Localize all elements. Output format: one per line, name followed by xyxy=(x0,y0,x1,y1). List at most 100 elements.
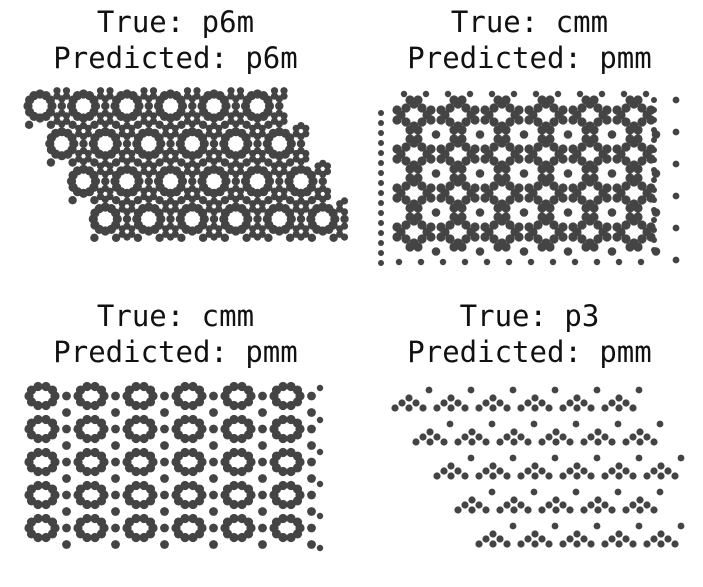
pattern-dot xyxy=(329,233,338,242)
pattern-dot xyxy=(651,167,657,173)
pattern-dot xyxy=(160,507,169,516)
pattern-dot xyxy=(571,258,579,266)
pattern-dot xyxy=(524,399,532,407)
pattern-dot xyxy=(177,233,186,242)
pattern-dot xyxy=(171,149,179,158)
pattern-dot xyxy=(154,133,164,143)
pattern-dot xyxy=(131,480,141,491)
pattern-dot xyxy=(514,232,524,242)
pattern-dot xyxy=(307,391,316,401)
pattern-dot xyxy=(537,212,547,222)
pattern-dot xyxy=(258,149,266,158)
pattern-dot xyxy=(258,124,266,132)
pattern-dot xyxy=(149,187,158,195)
pattern-dot xyxy=(391,404,399,412)
pattern-dot xyxy=(501,173,511,183)
pattern-dot xyxy=(549,234,559,244)
panel-p6m: True: p6m Predicted: p6m xyxy=(0,0,351,293)
pattern-dot xyxy=(111,490,120,500)
pattern-dot xyxy=(314,167,322,176)
pattern-dot xyxy=(566,467,574,475)
pattern-dot xyxy=(602,222,612,232)
pattern-dot xyxy=(280,112,288,120)
pattern-dot xyxy=(436,154,446,164)
pattern-dot xyxy=(480,222,490,232)
pattern-dot xyxy=(589,203,599,213)
pattern-dot xyxy=(270,117,279,125)
pattern-dot xyxy=(436,193,446,203)
pattern-dot xyxy=(413,242,423,252)
pattern-dot xyxy=(552,428,560,436)
pattern-dot xyxy=(449,95,459,105)
pattern-dot xyxy=(637,103,647,113)
pattern-dot xyxy=(405,173,415,183)
true-label: True: p3 xyxy=(459,299,600,333)
pattern-dot xyxy=(615,394,623,402)
pattern-dot xyxy=(96,87,105,95)
pattern-dot xyxy=(215,124,223,132)
pattern-dot xyxy=(594,496,602,504)
pattern-dot xyxy=(306,170,316,180)
pattern-dot xyxy=(242,233,251,242)
pattern-dot xyxy=(629,404,637,412)
pattern-dot xyxy=(503,540,511,548)
pattern-dot xyxy=(160,457,169,467)
pattern-dot xyxy=(90,400,100,411)
pattern-dot xyxy=(128,149,136,158)
pattern-dot xyxy=(392,232,402,242)
pattern-dot xyxy=(549,195,559,205)
pattern-dot xyxy=(431,247,441,256)
pattern-dot xyxy=(111,208,121,218)
pattern-dot xyxy=(41,400,51,411)
pattern-dot xyxy=(144,177,153,186)
pattern-dot xyxy=(270,167,279,176)
pattern-dot xyxy=(155,158,164,167)
pattern-dot xyxy=(188,532,198,543)
pattern-dot xyxy=(307,523,316,533)
pattern-dot xyxy=(258,490,267,500)
pattern-dot xyxy=(41,532,51,543)
pattern-dot xyxy=(651,97,657,103)
pattern-dot xyxy=(106,112,114,120)
pattern-dot xyxy=(568,154,578,164)
pattern-dot xyxy=(467,386,475,394)
pattern-dot xyxy=(378,230,384,236)
pattern-dot xyxy=(581,125,591,135)
pattern-dot xyxy=(509,386,517,394)
predicted-label: Predicted: pmm xyxy=(407,335,652,369)
pattern-dot xyxy=(149,87,158,95)
pattern-dot xyxy=(419,433,427,441)
pattern-dot xyxy=(401,195,411,205)
pattern-dot xyxy=(67,133,77,143)
pattern-dot xyxy=(231,177,240,186)
pattern-dot xyxy=(426,438,434,446)
pattern-dot xyxy=(503,404,511,412)
pattern-dot xyxy=(637,181,647,191)
pattern-dot xyxy=(510,506,518,514)
pattern-dot xyxy=(426,183,436,193)
pattern-dot xyxy=(517,540,525,548)
pattern-dot xyxy=(400,90,408,98)
pattern-dot xyxy=(62,112,71,120)
pattern-dot xyxy=(41,466,51,477)
pattern-dot xyxy=(401,220,411,230)
pattern-dot xyxy=(111,158,121,167)
pattern-dot xyxy=(160,408,169,417)
pattern-dot xyxy=(601,540,609,548)
pattern-dot xyxy=(237,466,247,477)
pattern-dot xyxy=(607,247,617,256)
pattern-dot xyxy=(538,467,546,475)
pattern-dot xyxy=(392,105,402,115)
pattern-dot xyxy=(601,472,609,480)
pattern-dot xyxy=(111,540,120,549)
pattern-dot xyxy=(672,96,680,104)
pattern-dot xyxy=(417,181,427,191)
pattern-dot xyxy=(633,95,643,105)
pattern-dot xyxy=(280,187,288,195)
pattern-dot xyxy=(433,472,441,480)
pattern-dot xyxy=(401,156,411,166)
pattern-dot xyxy=(594,506,602,514)
pattern-dot xyxy=(183,193,192,201)
pattern-dot xyxy=(285,208,295,218)
pattern-dot xyxy=(470,115,480,125)
